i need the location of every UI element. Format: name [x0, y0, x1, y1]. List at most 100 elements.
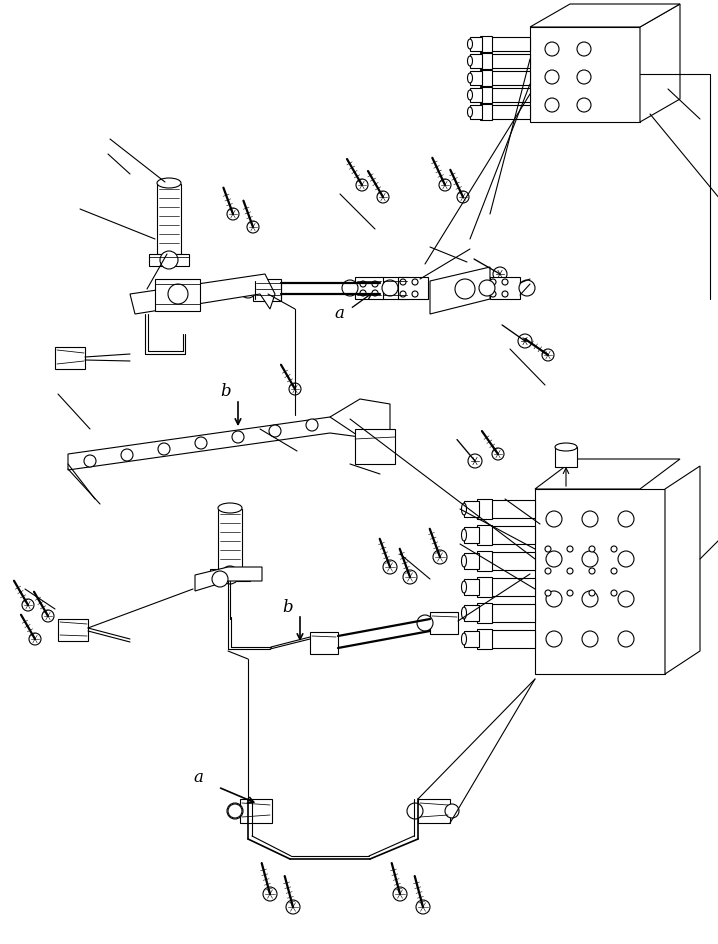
- Bar: [240, 800, 272, 823]
- Circle shape: [412, 279, 418, 286]
- Ellipse shape: [467, 57, 472, 67]
- Circle shape: [400, 292, 406, 297]
- Circle shape: [618, 551, 634, 567]
- Polygon shape: [530, 5, 680, 28]
- Circle shape: [168, 285, 188, 305]
- Ellipse shape: [157, 178, 181, 189]
- Bar: [490, 604, 535, 622]
- Bar: [490, 500, 535, 518]
- Circle shape: [546, 591, 562, 607]
- Circle shape: [393, 887, 407, 901]
- Bar: [490, 106, 530, 120]
- Circle shape: [577, 99, 591, 113]
- Circle shape: [457, 192, 469, 204]
- Circle shape: [490, 279, 496, 286]
- Circle shape: [545, 568, 551, 574]
- Bar: [490, 552, 535, 570]
- Circle shape: [611, 568, 617, 574]
- Bar: [490, 38, 530, 52]
- Circle shape: [519, 280, 535, 296]
- Circle shape: [407, 282, 423, 298]
- Bar: [470, 72, 482, 86]
- Polygon shape: [640, 5, 680, 123]
- Circle shape: [360, 291, 366, 296]
- Circle shape: [247, 222, 259, 234]
- Bar: [253, 279, 281, 302]
- Circle shape: [289, 383, 301, 396]
- Circle shape: [545, 43, 559, 57]
- Text: b: b: [220, 382, 230, 399]
- Bar: [218, 510, 242, 569]
- Circle shape: [589, 547, 595, 552]
- Bar: [157, 185, 181, 255]
- Circle shape: [589, 590, 595, 597]
- Circle shape: [42, 611, 54, 622]
- Circle shape: [618, 632, 634, 648]
- Bar: [490, 579, 535, 597]
- Bar: [380, 278, 408, 299]
- Polygon shape: [535, 460, 680, 490]
- Bar: [490, 278, 520, 299]
- Ellipse shape: [555, 444, 577, 451]
- Circle shape: [382, 280, 398, 296]
- Circle shape: [567, 568, 573, 574]
- Circle shape: [490, 292, 496, 297]
- Circle shape: [84, 456, 96, 467]
- Bar: [480, 105, 492, 121]
- Bar: [464, 605, 479, 621]
- Circle shape: [546, 632, 562, 648]
- Circle shape: [582, 512, 598, 528]
- Bar: [398, 278, 428, 299]
- Bar: [530, 28, 640, 123]
- Bar: [418, 800, 450, 823]
- Bar: [477, 526, 492, 546]
- Circle shape: [582, 632, 598, 648]
- Circle shape: [416, 900, 430, 914]
- Circle shape: [383, 561, 397, 574]
- Circle shape: [360, 281, 366, 288]
- Circle shape: [545, 99, 559, 113]
- Bar: [480, 54, 492, 70]
- Circle shape: [618, 512, 634, 528]
- Bar: [55, 347, 85, 370]
- Circle shape: [221, 566, 239, 584]
- Ellipse shape: [462, 582, 467, 594]
- Circle shape: [577, 43, 591, 57]
- Bar: [464, 580, 479, 596]
- Circle shape: [567, 547, 573, 552]
- Bar: [470, 55, 482, 69]
- Bar: [490, 631, 535, 649]
- Polygon shape: [130, 275, 275, 314]
- Circle shape: [582, 551, 598, 567]
- Circle shape: [492, 448, 504, 461]
- Polygon shape: [430, 268, 490, 314]
- Circle shape: [227, 209, 239, 221]
- Circle shape: [545, 71, 559, 85]
- Bar: [470, 89, 482, 103]
- Bar: [470, 38, 482, 52]
- Bar: [480, 37, 492, 53]
- Circle shape: [407, 803, 423, 819]
- Bar: [464, 553, 479, 569]
- Circle shape: [546, 512, 562, 528]
- Bar: [149, 255, 189, 267]
- Text: a: a: [193, 768, 203, 785]
- Circle shape: [286, 900, 300, 914]
- Circle shape: [611, 590, 617, 597]
- Bar: [480, 88, 492, 104]
- Circle shape: [400, 279, 406, 286]
- Circle shape: [29, 633, 41, 646]
- Bar: [477, 603, 492, 623]
- Circle shape: [372, 291, 378, 296]
- Circle shape: [22, 599, 34, 612]
- Circle shape: [228, 804, 242, 818]
- Circle shape: [160, 252, 178, 270]
- Circle shape: [372, 281, 378, 288]
- Circle shape: [356, 179, 368, 192]
- Polygon shape: [68, 417, 360, 470]
- Ellipse shape: [467, 74, 472, 84]
- Circle shape: [479, 280, 495, 296]
- Polygon shape: [195, 567, 262, 591]
- Circle shape: [377, 192, 389, 204]
- Circle shape: [589, 568, 595, 574]
